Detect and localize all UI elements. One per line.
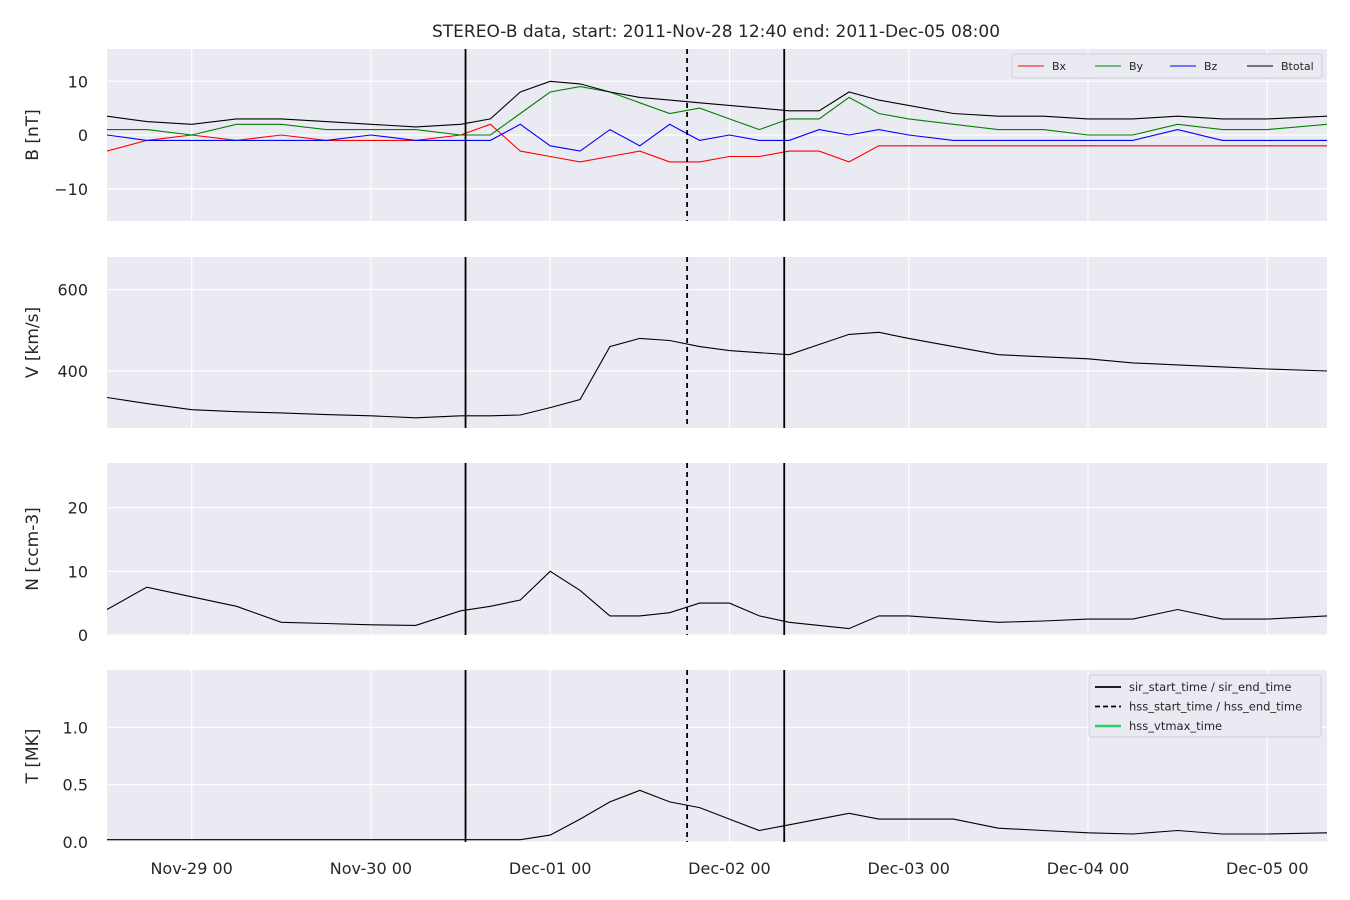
- series-group: [107, 331, 1327, 419]
- legend-box: [1011, 53, 1323, 79]
- series-group: [107, 789, 1327, 841]
- panel-4: 0.0 0.5 1.0 T [MK] sir_start_time / sir_end_…: [23, 670, 1327, 852]
- y-tick-label: 0.5: [63, 776, 88, 795]
- plot-area: [107, 463, 1327, 635]
- x-tick-label: Nov-30 00: [330, 859, 412, 878]
- series-btotal-line: [107, 80, 1327, 128]
- panel-3: 0 10 20 N [ccm-3]: [23, 463, 1327, 645]
- legend-label: sir_start_time / sir_end_time: [1129, 680, 1291, 694]
- panel-2: 400 600 V [km/s]: [23, 257, 1327, 428]
- y-axis-label: B [nT]: [23, 109, 43, 161]
- y-axis-label: T [MK]: [23, 729, 43, 785]
- x-axis-ticks: Nov-29 00 Nov-30 00 Dec-01 00 Dec-02 00 Dec-…: [150, 859, 1308, 878]
- y-tick-label: 20: [68, 499, 88, 518]
- x-tick-label: Dec-05 00: [1226, 859, 1309, 878]
- x-tick-label: Nov-29 00: [150, 859, 232, 878]
- y-tick-label: 0.0: [63, 833, 88, 852]
- series-bx-line: [107, 123, 1327, 163]
- series-n-line: [107, 570, 1327, 630]
- x-tick-label: Dec-01 00: [509, 859, 592, 878]
- legend-label: hss_start_time / hss_end_time: [1129, 700, 1302, 714]
- x-tick-label: Dec-02 00: [688, 859, 771, 878]
- panels: −10 0 10 B [nT] Bx By Bz Btotal 400 600 V [km/s] 0 1…: [23, 49, 1327, 852]
- legend-label: By: [1129, 60, 1144, 73]
- series-group: [107, 570, 1327, 630]
- series-t-line: [107, 789, 1327, 841]
- chart-title: STEREO-B data, start: 2011-Nov-28 12:40 …: [432, 22, 1000, 42]
- series-bz-line: [107, 123, 1327, 152]
- y-axis-label: N [ccm-3]: [23, 507, 43, 591]
- series-v-line: [107, 331, 1327, 419]
- y-tick-label: 1.0: [63, 718, 88, 737]
- x-tick-label: Dec-03 00: [867, 859, 950, 878]
- y-tick-label: 10: [68, 562, 88, 581]
- legend-box: [1088, 674, 1322, 738]
- x-tick-label: Dec-04 00: [1047, 859, 1130, 878]
- legend-b: Bx By Bz Btotal: [1011, 53, 1323, 79]
- legend-events: sir_start_time / sir_end_time hss_start_t…: [1088, 674, 1322, 738]
- y-tick-label: 600: [57, 281, 88, 300]
- plot-area: [107, 257, 1327, 428]
- panel-1: −10 0 10 B [nT] Bx By Bz Btotal: [23, 49, 1327, 221]
- y-tick-label: −10: [54, 180, 88, 199]
- legend-label: Btotal: [1281, 60, 1314, 73]
- y-tick-label: 0: [78, 626, 88, 645]
- legend-label: Bz: [1204, 60, 1218, 73]
- y-tick-label: 0: [78, 126, 88, 145]
- y-axis-label: V [km/s]: [23, 307, 43, 378]
- series-by-line: [107, 86, 1327, 136]
- legend-label: Bx: [1052, 60, 1067, 73]
- legend-label: hss_vtmax_time: [1129, 719, 1222, 733]
- series-group: [107, 80, 1327, 163]
- y-tick-label: 400: [57, 362, 88, 381]
- y-tick-label: 10: [68, 72, 88, 91]
